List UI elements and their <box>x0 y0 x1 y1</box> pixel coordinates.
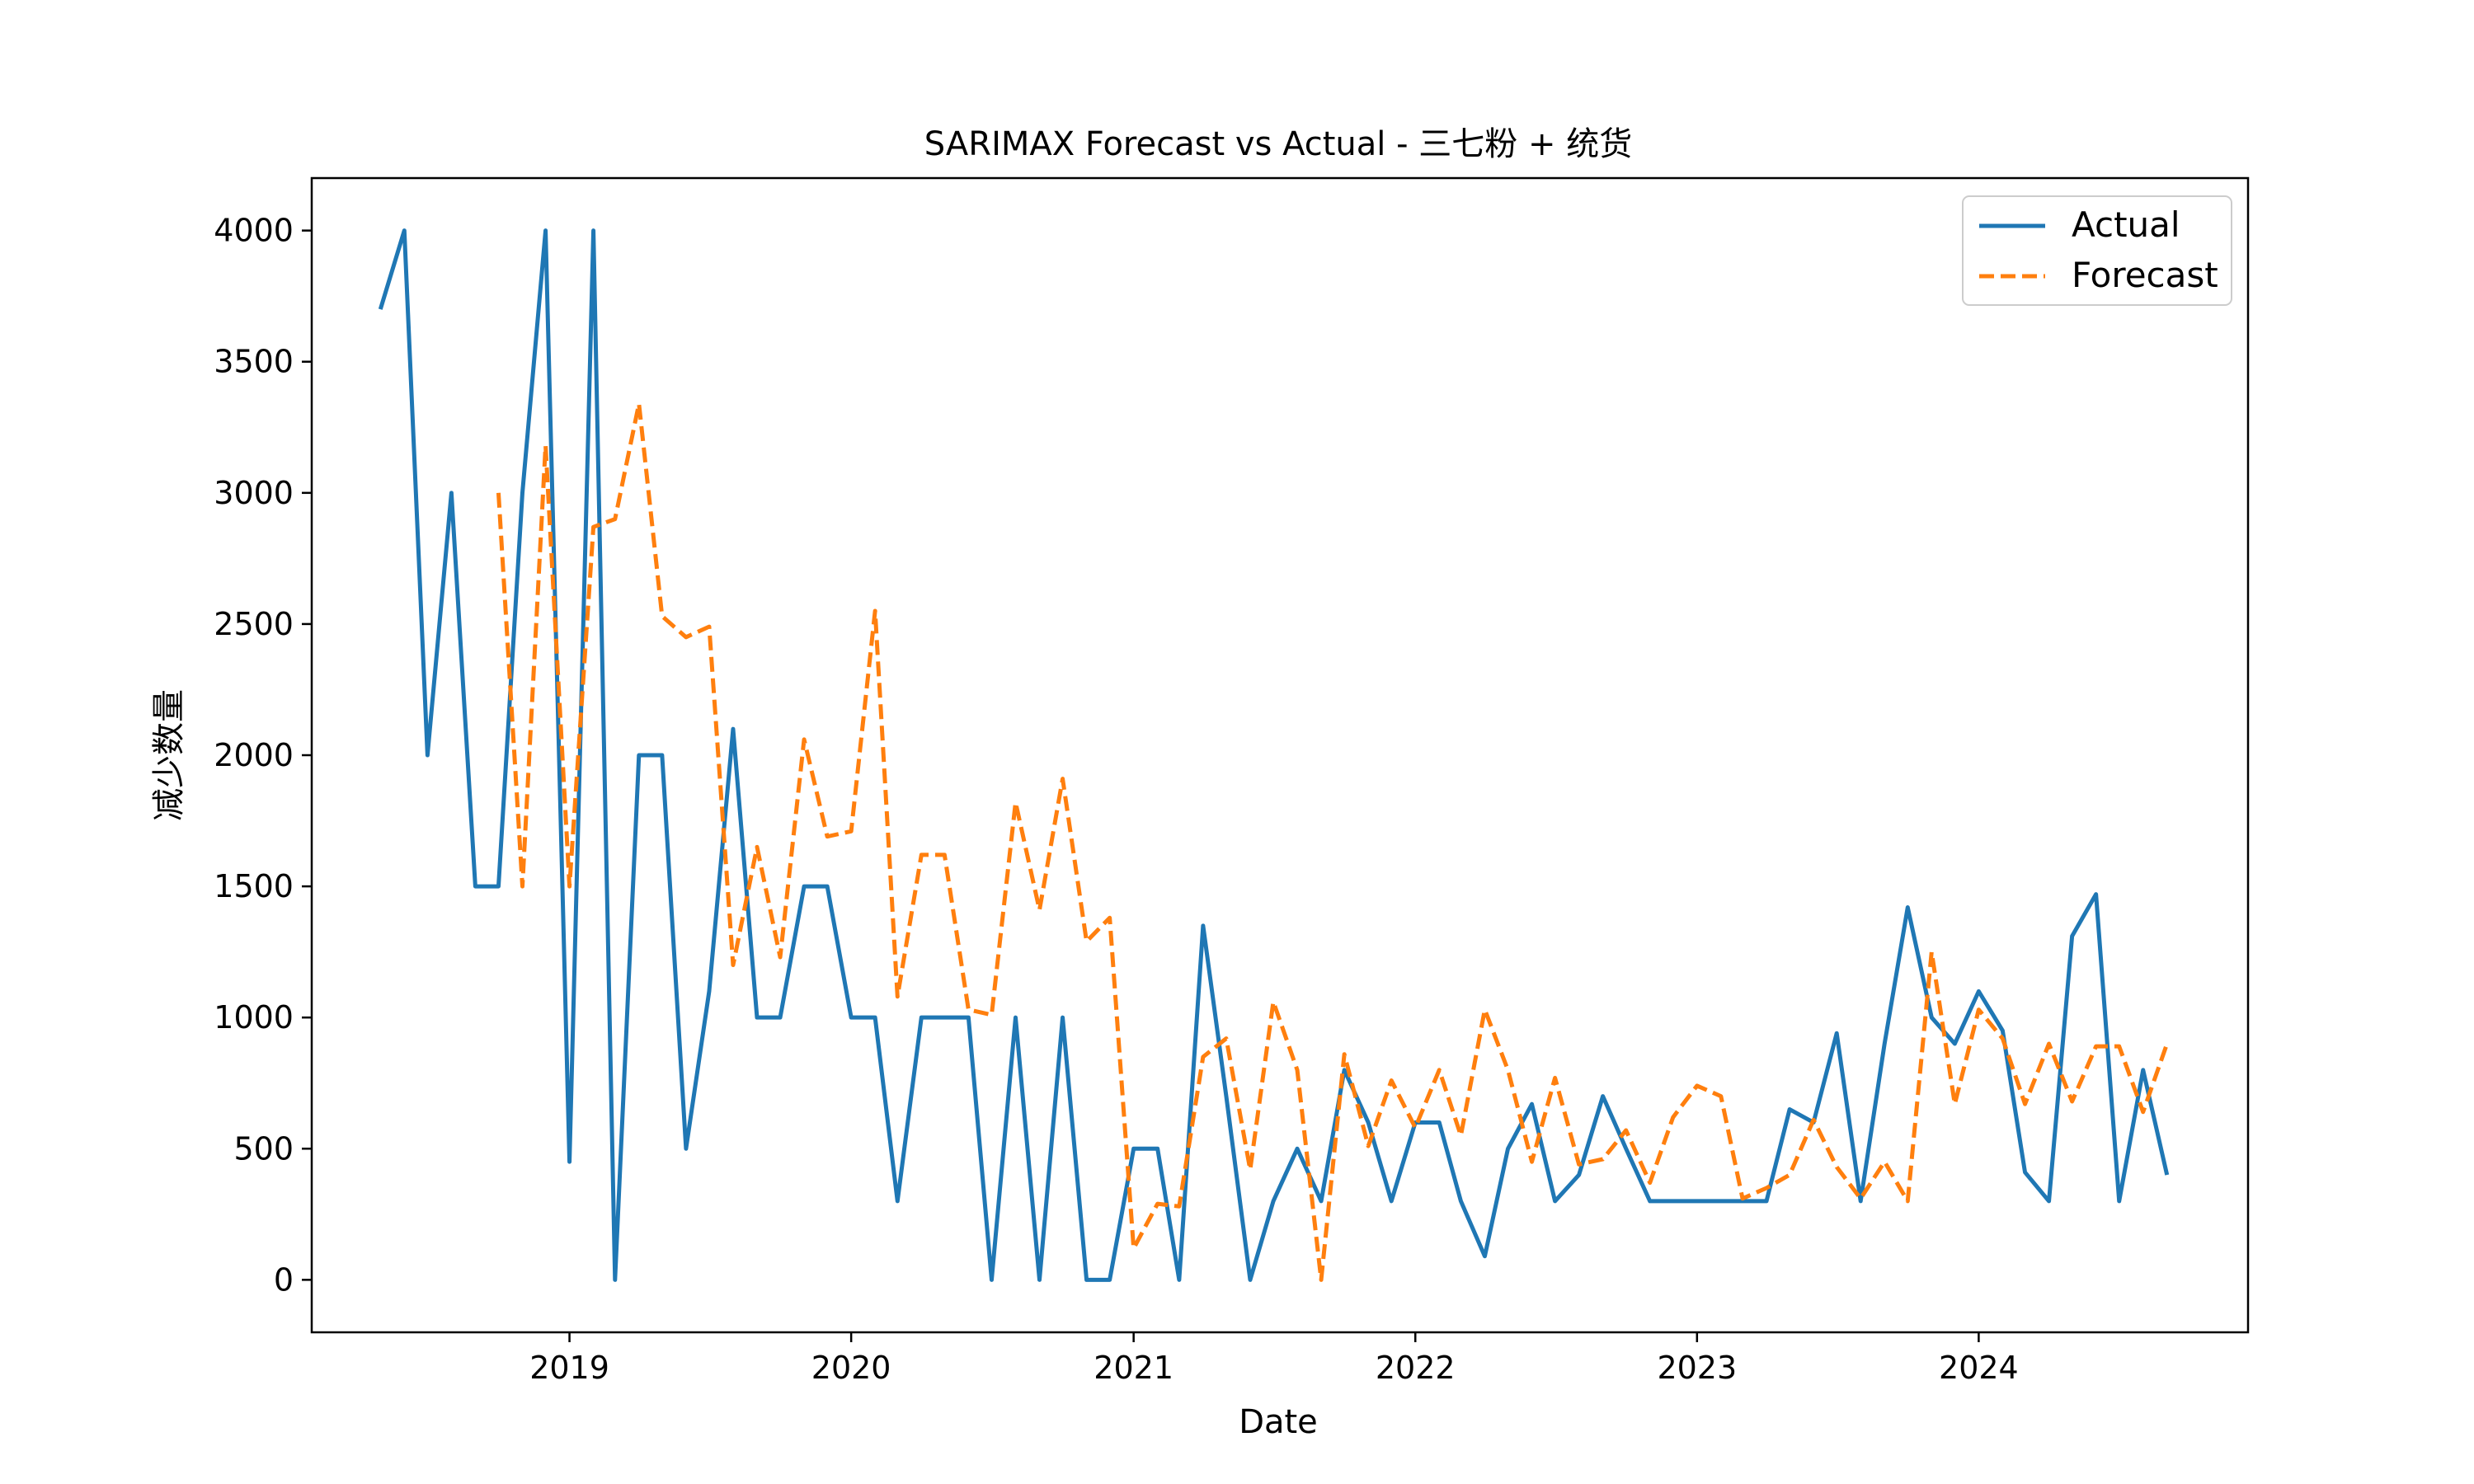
y-axis: 0 500 1000 1500 2000 2500 3000 3500 4000 <box>214 213 312 1298</box>
x-tick-label: 2020 <box>811 1350 891 1386</box>
x-axis: 2019 2020 2021 2022 2023 2024 <box>529 1332 2019 1386</box>
chart-title: SARIMAX Forecast vs Actual - 三七粉 + 统货 <box>924 125 1632 163</box>
y-tick-label: 3500 <box>214 344 294 380</box>
x-tick-label: 2019 <box>529 1350 609 1386</box>
x-axis-label: Date <box>1239 1403 1318 1441</box>
y-tick-label: 500 <box>233 1130 294 1167</box>
legend-forecast-label: Forecast <box>2072 255 2218 295</box>
x-tick-label: 2021 <box>1094 1350 1174 1386</box>
series-line-forecast <box>496 402 2170 1282</box>
legend-actual-label: Actual <box>2072 204 2180 245</box>
y-tick-label: 0 <box>274 1261 294 1298</box>
y-tick-label: 1500 <box>214 868 294 904</box>
y-tick-label: 2000 <box>214 737 294 773</box>
series-layer <box>378 228 2170 1282</box>
y-axis-label: 减少数量 <box>150 689 188 821</box>
y-tick-label: 4000 <box>214 213 294 249</box>
x-tick-label: 2023 <box>1657 1350 1737 1386</box>
y-tick-label: 2500 <box>214 606 294 642</box>
series-line-actual <box>378 228 2170 1282</box>
x-tick-label: 2024 <box>1939 1350 2019 1386</box>
y-tick-label: 1000 <box>214 999 294 1036</box>
legend: Actual Forecast <box>1962 195 2232 306</box>
y-tick-label: 3000 <box>214 475 294 511</box>
x-tick-label: 2022 <box>1376 1350 1456 1386</box>
